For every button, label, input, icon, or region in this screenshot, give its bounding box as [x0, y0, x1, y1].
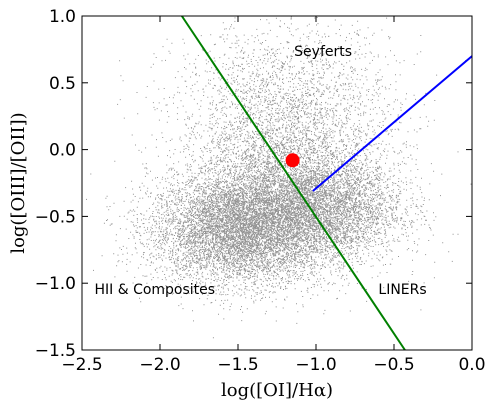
- highlight-point: [285, 153, 300, 168]
- annotation-2: HII & Composites: [94, 282, 215, 298]
- y-tick-label: −1.0: [35, 274, 76, 294]
- y-tick-label: 1.0: [49, 7, 76, 27]
- y-tick-label: 0.0: [49, 141, 76, 161]
- y-axis-label: log([OIII]/[OII]): [8, 112, 29, 253]
- tick-labels: −2.5 −2.0 −1.5 −1.0 −0.5 0.0 −1.5 −1.0 −0.5 0.0 0.…: [35, 7, 486, 375]
- y-tick-label: −0.5: [35, 207, 76, 227]
- highlight-point-group: [285, 153, 300, 168]
- x-tick-label: −1.0: [295, 355, 336, 375]
- reference-line-2: [312, 55, 473, 192]
- x-tick-label: 0.0: [458, 355, 485, 375]
- reference-line-1: [181, 15, 406, 351]
- plot-frame: [81, 15, 473, 351]
- annotation-3: LINERs: [378, 282, 426, 298]
- x-tick-label: −2.5: [61, 355, 102, 375]
- axis-ticks: [81, 15, 473, 351]
- y-tick-label: −1.5: [35, 341, 76, 361]
- x-tick-label: −2.0: [139, 355, 180, 375]
- region-annotations: Seyferts HII & Composites LINERs: [94, 44, 426, 298]
- x-tick-label: −1.5: [217, 355, 258, 375]
- x-tick-label: −0.5: [373, 355, 414, 375]
- annotation-1: Seyferts: [294, 44, 352, 60]
- reference-lines: [181, 15, 473, 351]
- y-tick-label: 0.5: [49, 74, 76, 94]
- x-axis-label: log([OI]/Hα): [221, 380, 333, 401]
